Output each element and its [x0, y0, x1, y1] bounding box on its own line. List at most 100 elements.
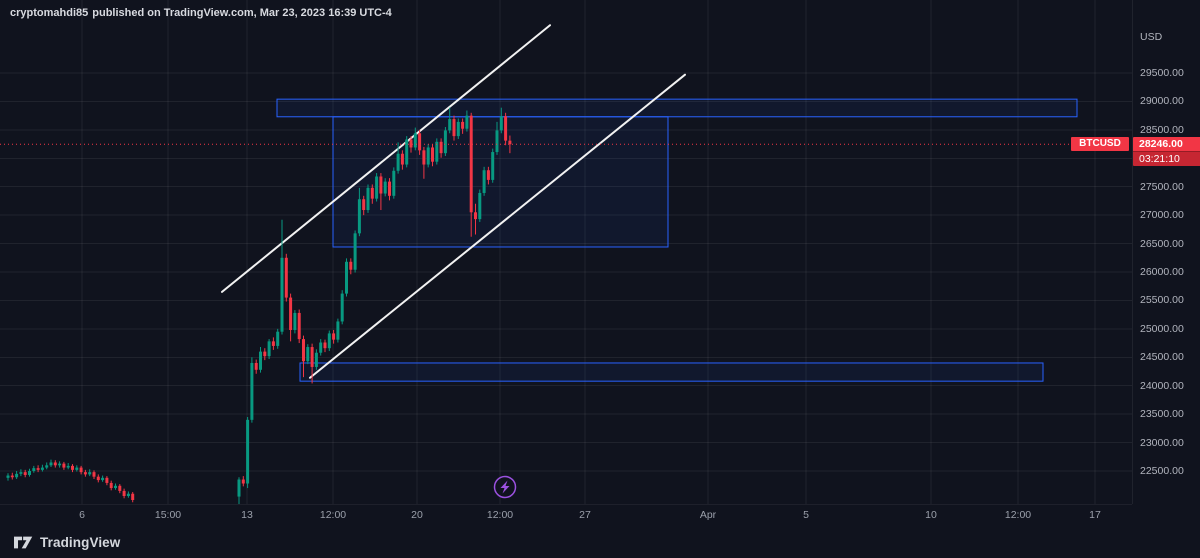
- price-tick-label: 27000.00: [1140, 209, 1184, 222]
- time-tick-label: 12:00: [486, 509, 514, 521]
- price-tick-label: 23500.00: [1140, 408, 1184, 421]
- candle-body: [36, 468, 40, 470]
- candle-body: [6, 475, 10, 478]
- candle-body: [396, 153, 400, 171]
- price-tick-label: 26000.00: [1140, 265, 1184, 278]
- price-tick-label: 25000.00: [1140, 322, 1184, 335]
- candle-body: [19, 472, 23, 474]
- candle-body: [314, 352, 318, 367]
- candle-body: [254, 362, 258, 370]
- time-tick-label: 10: [925, 509, 937, 521]
- candle-body: [422, 150, 426, 165]
- candle-body: [101, 477, 105, 481]
- candle-body: [431, 147, 434, 162]
- last-price-value: 28246.00: [1133, 137, 1200, 152]
- zone-rectangle[interactable]: [299, 362, 1044, 382]
- candle-body: [405, 139, 409, 165]
- candle-body: [456, 121, 460, 137]
- candle-body: [109, 482, 113, 489]
- candle-body: [105, 477, 109, 483]
- candle-body: [366, 187, 370, 211]
- time-tick-label: 5: [803, 509, 809, 521]
- time-tick-label: 6: [79, 509, 85, 521]
- time-tick-label: Apr: [699, 509, 717, 521]
- candle-body: [246, 419, 250, 484]
- candle-body: [486, 170, 490, 180]
- candle-body: [297, 312, 301, 340]
- candle-body: [118, 485, 122, 491]
- candle-body: [45, 465, 49, 468]
- candle-body: [28, 470, 31, 475]
- candle-body: [327, 333, 331, 349]
- candle-body: [15, 473, 19, 478]
- candle-body: [250, 362, 254, 420]
- price-tick-label: 22500.00: [1140, 464, 1184, 477]
- author-name: cryptomahdi85: [10, 7, 89, 19]
- candle-body: [448, 119, 452, 131]
- price-axis[interactable]: USD 28246.00 03:21:10 29500.00 29000.00 28…: [1132, 0, 1200, 504]
- price-tick-label: 24000.00: [1140, 379, 1184, 392]
- candle-body: [66, 465, 70, 468]
- price-tick-label: 28500.00: [1140, 123, 1184, 136]
- candle-body: [474, 212, 477, 220]
- candle-body: [32, 468, 36, 471]
- candle-body: [426, 147, 430, 165]
- price-tick-label: 27500.00: [1140, 180, 1184, 193]
- zone-rectangle[interactable]: [276, 98, 1078, 118]
- candle-body: [383, 181, 387, 194]
- candle-body: [362, 199, 366, 211]
- candle-body: [302, 339, 305, 362]
- candle-body: [237, 479, 241, 497]
- candle-body: [23, 472, 27, 475]
- publish-info: cryptomahdi85 published on TradingView.c…: [10, 7, 392, 19]
- price-tick-label: 23000.00: [1140, 436, 1184, 449]
- candle-body: [478, 192, 482, 220]
- currency-label: USD: [1140, 31, 1163, 43]
- candle-body: [504, 116, 508, 141]
- candle-body: [491, 152, 495, 180]
- candle-body: [126, 493, 130, 497]
- candle-body: [319, 342, 323, 353]
- candle-body: [114, 485, 117, 489]
- price-tick-label: 25500.00: [1140, 294, 1184, 307]
- price-flag: 28246.00 03:21:10: [1133, 137, 1200, 167]
- time-tick-label: 20: [411, 509, 423, 521]
- time-tick-label: 12:00: [319, 509, 347, 521]
- chart-canvas[interactable]: [0, 0, 1132, 504]
- event-lightning-icon[interactable]: [493, 475, 517, 499]
- time-tick-label: 15:00: [154, 509, 182, 521]
- candle-body: [280, 257, 284, 332]
- candle-body: [53, 462, 57, 466]
- candle-body: [293, 312, 297, 330]
- candle-body: [370, 187, 374, 199]
- candle-body: [259, 351, 262, 370]
- tradingview-logo-icon: [14, 536, 33, 548]
- candle-body: [357, 199, 361, 234]
- tradingview-logo[interactable]: TradingView: [14, 531, 120, 553]
- price-tick-label: 29000.00: [1140, 95, 1184, 108]
- candle-body: [271, 341, 275, 346]
- candle-body: [388, 181, 391, 196]
- price-tick-label: 24500.00: [1140, 351, 1184, 364]
- candle-body: [79, 467, 83, 473]
- zone-rectangle[interactable]: [332, 116, 669, 248]
- candle-body: [267, 341, 271, 357]
- symbol-price-flag: BTCUSD: [1071, 137, 1129, 152]
- time-axis[interactable]: 6 15:00 13 12:00 20 12:00 27 Apr 5 10 12:00 17: [0, 504, 1132, 529]
- candle-body: [499, 116, 503, 131]
- candle-body: [131, 493, 135, 500]
- candle-body: [241, 479, 245, 484]
- time-tick-label: 12:00: [1004, 509, 1032, 521]
- candle-body: [71, 465, 74, 470]
- trend-line[interactable]: [221, 24, 551, 293]
- candle-body: [452, 119, 456, 137]
- candle-body: [439, 141, 443, 154]
- candle-body: [336, 321, 340, 340]
- trend-line[interactable]: [309, 73, 686, 379]
- candle-body: [289, 297, 293, 330]
- candle-body: [40, 467, 44, 470]
- candle-body: [508, 140, 512, 145]
- lightning-bolt-glyph: [500, 480, 510, 494]
- candle-body: [306, 347, 310, 362]
